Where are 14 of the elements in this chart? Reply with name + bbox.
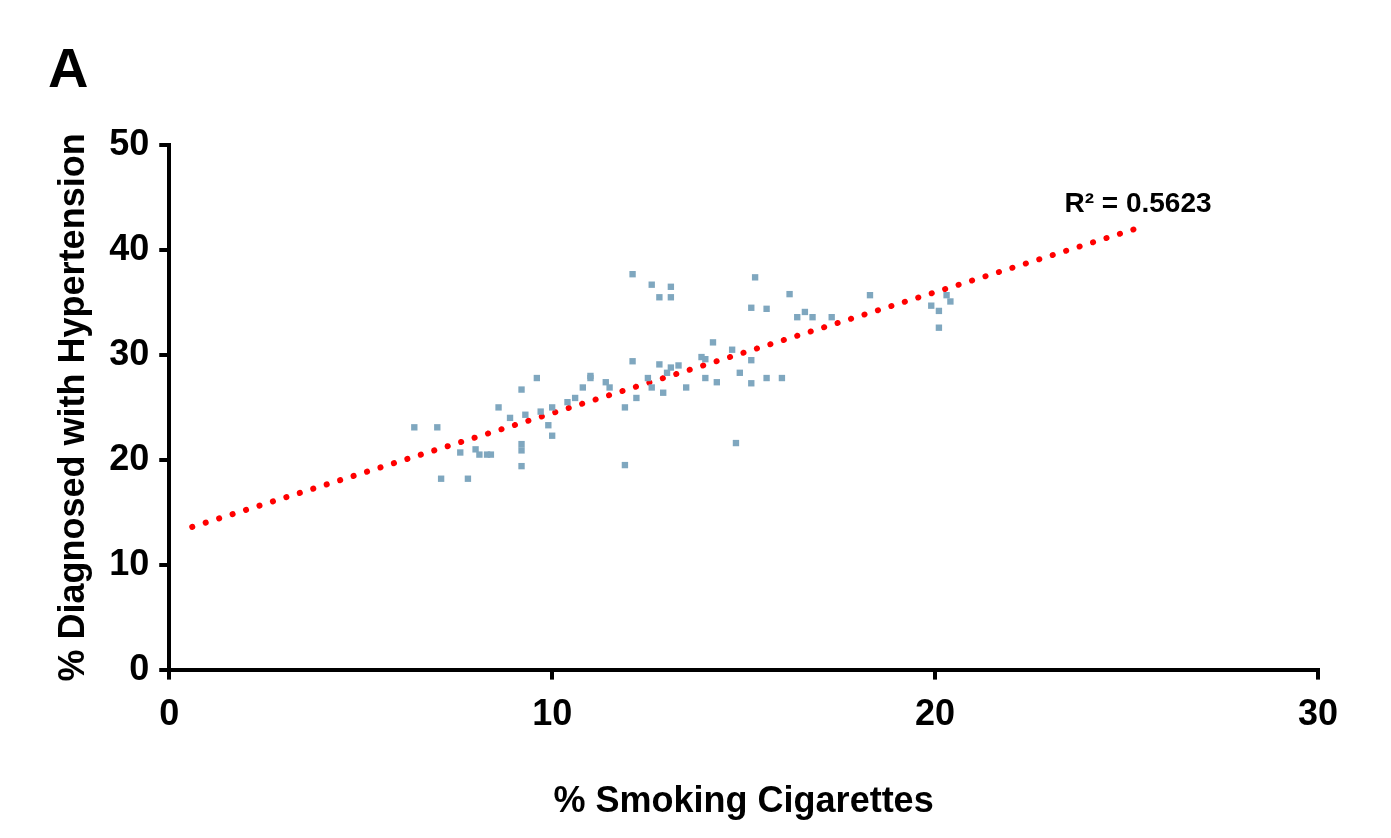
y-tick-label: 30 <box>109 331 150 373</box>
x-tick-label: 30 <box>1297 692 1339 734</box>
x-axis-title: % Smoking Cigarettes <box>553 779 934 821</box>
y-tick-label: 10 <box>109 541 150 583</box>
x-tick-label: 0 <box>159 692 180 734</box>
y-tick-label: 20 <box>109 436 150 478</box>
chart-title: A <box>48 36 89 100</box>
x-tick-label: 20 <box>915 692 956 734</box>
y-tick-label: 0 <box>129 646 150 688</box>
annotation: R² = 0.5623 <box>1064 186 1212 218</box>
x-tick-label: 10 <box>532 692 573 734</box>
y-tick-label: 50 <box>109 122 150 164</box>
y-axis-title: % Diagnosed with Hypertension <box>50 133 92 682</box>
y-tick-label: 40 <box>109 227 150 268</box>
